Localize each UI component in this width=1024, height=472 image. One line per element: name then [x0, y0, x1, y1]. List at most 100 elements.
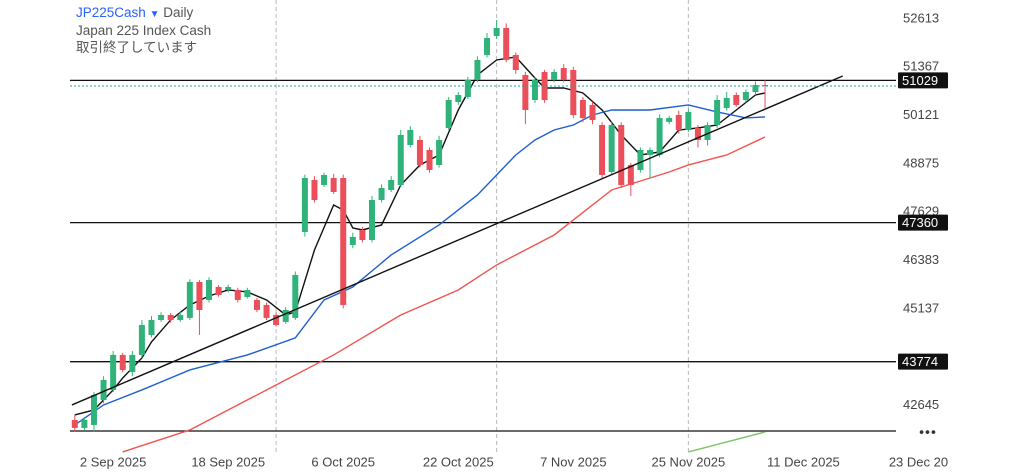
candle-body [445, 99, 452, 128]
candle-body [349, 236, 356, 245]
symbol-dropdown[interactable]: ▼ [149, 9, 160, 20]
x-tick-label: 18 Sep 2025 [191, 454, 265, 469]
candle-body [397, 134, 404, 185]
candle-body [407, 129, 414, 145]
candle-body [752, 84, 759, 93]
candle-body [81, 419, 88, 428]
price-label-box [898, 214, 948, 231]
candle-body [359, 229, 366, 240]
candle-body [129, 354, 136, 372]
candle-body [608, 124, 615, 172]
header-line: JP225Cash ▼ Daily [76, 4, 193, 23]
candle-body [273, 314, 280, 325]
candle-body [714, 99, 721, 125]
candle-body [148, 319, 155, 335]
candle-body [474, 59, 481, 80]
candle-body [158, 314, 165, 320]
candle-body [666, 117, 673, 122]
price-label-box [898, 72, 948, 89]
candle-body [215, 286, 222, 295]
trendline [71, 75, 843, 406]
candle-body [704, 124, 711, 140]
y-tick-label: 52613 [903, 10, 939, 25]
candle-body [244, 289, 251, 297]
candle-body [340, 177, 347, 305]
moving-average [74, 104, 766, 426]
y-tick-label: 51367 [903, 59, 939, 74]
candle-body [378, 187, 385, 200]
candle-body [311, 179, 318, 200]
candle-body [225, 286, 232, 290]
candle-body [292, 274, 299, 318]
candle-body [627, 164, 634, 185]
price-label: 47360 [902, 215, 938, 230]
y-tick-label: 48875 [903, 155, 939, 170]
candle-body [685, 111, 692, 130]
candle-body [368, 199, 375, 240]
candle-body [90, 394, 97, 425]
candle-body [206, 279, 213, 300]
candle-body [647, 149, 654, 155]
candle-body [263, 304, 270, 318]
candle-body [436, 139, 443, 165]
y-tick-label: 42645 [903, 397, 939, 412]
candle-body [512, 54, 519, 70]
candle-body [464, 79, 471, 98]
x-tick-label: 6 Oct 2025 [311, 454, 375, 469]
candle-body [282, 309, 289, 322]
candle-body [723, 97, 730, 108]
candle-body [579, 99, 586, 118]
candle-body [186, 281, 193, 318]
candle-body [110, 354, 117, 390]
price-label: 43774 [902, 354, 938, 369]
x-tick-label: 11 Dec 2025 [767, 454, 840, 469]
candle-body [321, 174, 328, 185]
candle-body [637, 149, 644, 170]
candle-body [484, 37, 491, 55]
x-tick-label: 23 Dec 20 [889, 454, 948, 469]
interval[interactable]: Daily [163, 5, 194, 20]
candle-body [742, 92, 749, 100]
x-tick-label: 25 Nov 2025 [651, 454, 725, 469]
candle-body [551, 71, 558, 80]
price-label: 51029 [902, 73, 938, 88]
x-tick-label: 7 Nov 2025 [540, 454, 607, 469]
candle-body [570, 69, 577, 115]
candle-body [234, 289, 241, 300]
candle-body [196, 281, 203, 310]
y-tick-label: 50121 [903, 107, 939, 122]
x-tick-label: 2 Sep 2025 [80, 454, 147, 469]
candle-body [675, 114, 682, 130]
candle-body [762, 84, 769, 86]
candle-body [589, 104, 596, 120]
candle-body [522, 74, 529, 110]
candle-body [503, 27, 510, 60]
y-tick-label: 46383 [903, 252, 939, 267]
market-status: 取引終了しています [76, 40, 198, 55]
candle-body [388, 179, 395, 190]
candle-body [493, 27, 500, 36]
moving-average [122, 136, 766, 453]
candle-body [560, 68, 567, 80]
candle-body [656, 117, 663, 155]
candle-body [138, 324, 145, 355]
candle-body [253, 299, 260, 310]
more-menu[interactable]: ••• [919, 424, 937, 440]
candle-body [167, 314, 174, 320]
candle-body [119, 354, 126, 370]
candle-body [330, 177, 337, 192]
price-label-box [898, 353, 948, 370]
candle-body [100, 379, 107, 400]
candle-body [177, 314, 184, 320]
candle-body [599, 124, 606, 175]
candle-body [694, 127, 701, 140]
candle-body [733, 94, 740, 105]
symbol[interactable]: JP225Cash [76, 5, 146, 20]
candle-body [416, 139, 423, 165]
candle-body [455, 94, 462, 103]
instrument-name: Japan 225 Index Cash [76, 23, 212, 38]
y-tick-label: 45137 [903, 300, 939, 315]
candle-body [301, 177, 308, 232]
